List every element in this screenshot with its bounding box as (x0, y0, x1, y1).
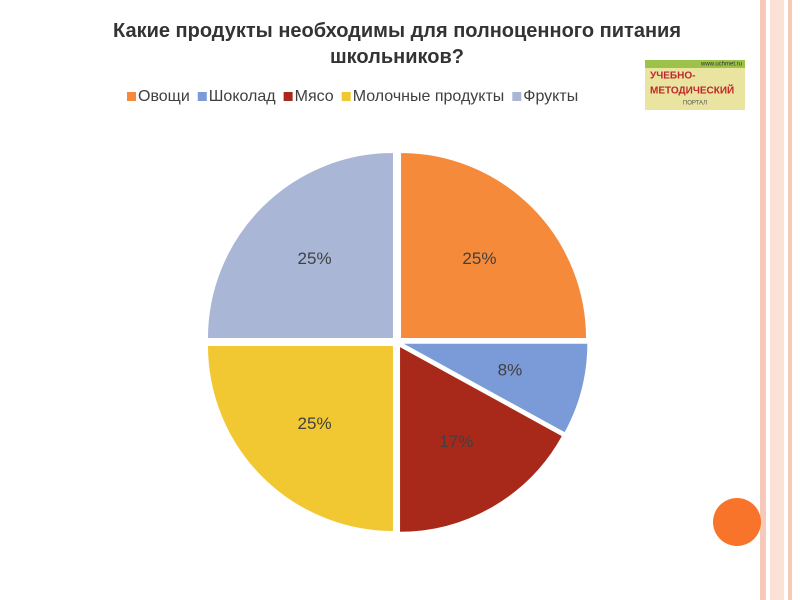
logo-text: МЕТОДИЧЕСКИЙ (650, 84, 734, 97)
logo-bg (645, 60, 745, 110)
legend-label: Овощи (138, 88, 190, 105)
data-label: 17% (439, 432, 473, 451)
pie-slice (400, 151, 588, 339)
pie-slice (206, 151, 394, 339)
logo-text: УЧЕБНО- (650, 71, 695, 82)
legend-swatch (127, 92, 136, 101)
legend-swatch (512, 92, 522, 101)
data-label: 25% (298, 414, 332, 433)
data-label: 25% (298, 249, 332, 268)
legend-label: Мясо (295, 88, 334, 105)
data-label: 8% (498, 360, 523, 379)
slide-band (788, 0, 792, 600)
logo-url: www.uchmet.ru (700, 62, 742, 68)
pie-slice (206, 345, 394, 533)
legend-swatch (341, 92, 351, 101)
chart-title: Какие продукты необходимы для полноценно… (113, 20, 681, 68)
slide-dot (713, 498, 761, 546)
legend-label: Молочные продукты (353, 88, 505, 105)
data-label: 25% (462, 249, 496, 268)
logo-text: ПОРТАЛ (683, 101, 707, 107)
legend-label: Фрукты (523, 88, 578, 105)
logo-stripe (645, 60, 745, 68)
legend-swatch (283, 92, 293, 101)
pie-slice (399, 345, 564, 533)
legend-swatch (197, 92, 207, 101)
pie-slice (401, 342, 589, 434)
slide-band (770, 0, 784, 600)
slide-band (760, 0, 766, 600)
legend-label: Шоколад (209, 88, 277, 105)
